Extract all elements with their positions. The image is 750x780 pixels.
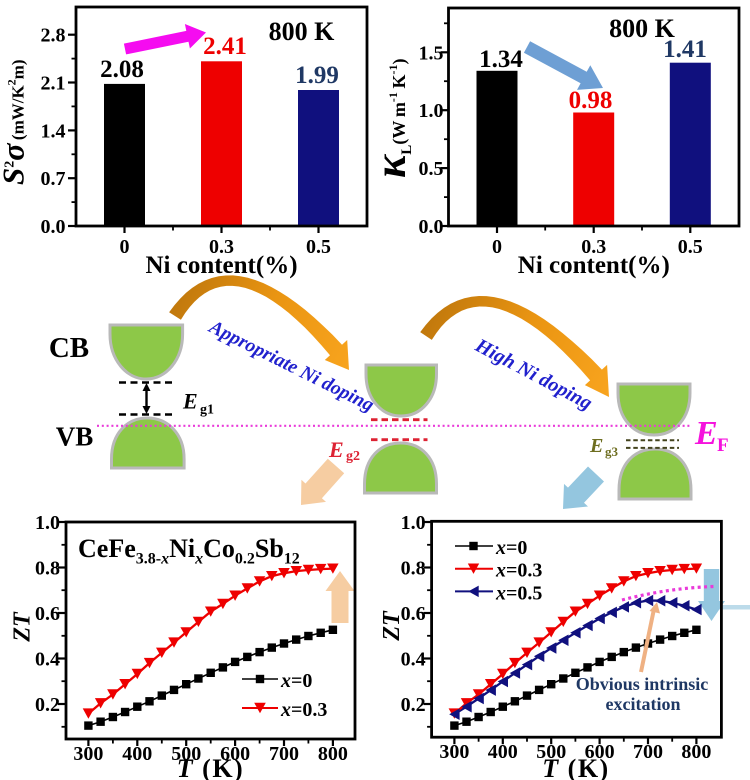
svg-text:2.8: 2.8 — [41, 25, 66, 47]
svg-text:0.5: 0.5 — [306, 236, 331, 258]
svg-text:700: 700 — [633, 741, 663, 763]
svg-text:300: 300 — [73, 743, 103, 765]
svg-text:2.1: 2.1 — [41, 73, 66, 95]
svg-text:S2σ (mW/K2m): S2σ (mW/K2m) — [0, 60, 31, 186]
svg-text:2.41: 2.41 — [203, 33, 247, 60]
svg-text:CB: CB — [49, 332, 89, 364]
svg-text:0.3: 0.3 — [209, 236, 234, 258]
svg-text:0.0: 0.0 — [419, 216, 444, 238]
svg-text:T (K): T (K) — [542, 754, 609, 780]
svg-text:0.6: 0.6 — [401, 603, 426, 625]
svg-text:T (K): T (K) — [177, 754, 244, 780]
svg-text:ZT: ZT — [10, 611, 36, 643]
svg-text:0.7: 0.7 — [41, 168, 66, 190]
svg-text:0.98: 0.98 — [569, 87, 613, 114]
svg-text:0.8: 0.8 — [401, 558, 426, 580]
svg-text:1.41: 1.41 — [663, 36, 707, 63]
svg-text:x=0.3: x=0.3 — [495, 560, 542, 582]
svg-text:500: 500 — [536, 741, 566, 763]
svg-text:g2: g2 — [346, 449, 360, 464]
svg-text:1.4: 1.4 — [41, 120, 66, 142]
svg-text:E: E — [694, 415, 718, 452]
svg-text:800 K: 800 K — [609, 14, 676, 43]
svg-text:800: 800 — [318, 743, 348, 765]
svg-text:400: 400 — [488, 741, 518, 763]
svg-text:0.5: 0.5 — [419, 158, 444, 180]
svg-text:Ni content(%): Ni content(%) — [518, 252, 670, 279]
svg-text:x=0.5: x=0.5 — [495, 582, 542, 604]
svg-text:x=0.3: x=0.3 — [280, 699, 327, 721]
svg-text:Ni content(%): Ni content(%) — [145, 252, 297, 279]
svg-text:0.6: 0.6 — [35, 603, 60, 625]
svg-text:0: 0 — [492, 236, 502, 258]
svg-text:500: 500 — [171, 743, 201, 765]
svg-text:0.5: 0.5 — [678, 236, 703, 258]
svg-text:1.5: 1.5 — [419, 42, 444, 64]
svg-text:2.08: 2.08 — [100, 56, 144, 83]
svg-text:1.0: 1.0 — [401, 512, 426, 534]
svg-text:400: 400 — [122, 743, 152, 765]
svg-text:E: E — [182, 389, 198, 414]
svg-text:0.8: 0.8 — [35, 558, 60, 580]
svg-text:F: F — [717, 435, 729, 456]
svg-text:1.34: 1.34 — [479, 46, 523, 73]
svg-text:600: 600 — [220, 743, 250, 765]
svg-text:CeFe3.8-xNixCo0.2Sb12: CeFe3.8-xNixCo0.2Sb12 — [78, 534, 300, 568]
svg-text:0.4: 0.4 — [35, 649, 60, 671]
svg-text:0.2: 0.2 — [401, 694, 426, 716]
svg-text:800 K: 800 K — [269, 17, 336, 46]
svg-text:x=0: x=0 — [495, 537, 527, 559]
svg-text:g1: g1 — [200, 403, 214, 418]
svg-text:κL(W m-1 K-1): κL(W m-1 K-1) — [366, 58, 415, 178]
svg-text:1.0: 1.0 — [35, 512, 60, 534]
svg-text:Appropriate Ni doping: Appropriate Ni doping — [204, 316, 377, 417]
svg-text:excitation: excitation — [606, 694, 681, 714]
svg-text:700: 700 — [269, 743, 299, 765]
svg-text:0: 0 — [120, 236, 130, 258]
svg-text:0.2: 0.2 — [35, 694, 60, 716]
svg-text:0.4: 0.4 — [401, 649, 426, 671]
svg-text:300: 300 — [439, 741, 469, 763]
svg-text:ZT: ZT — [379, 610, 405, 642]
svg-text:1.0: 1.0 — [419, 100, 444, 122]
svg-text:0.3: 0.3 — [581, 236, 606, 258]
svg-text:x=0: x=0 — [280, 670, 312, 692]
svg-text:600: 600 — [585, 741, 615, 763]
svg-text:Obvious intrinsic: Obvious intrinsic — [576, 674, 709, 694]
svg-text:1.99: 1.99 — [295, 62, 339, 89]
svg-text:g3: g3 — [605, 444, 619, 459]
svg-text:VB: VB — [56, 422, 94, 452]
svg-text:E: E — [589, 435, 603, 457]
svg-text:E: E — [328, 437, 344, 462]
svg-text:800: 800 — [681, 741, 711, 763]
svg-text:0.0: 0.0 — [41, 216, 66, 238]
